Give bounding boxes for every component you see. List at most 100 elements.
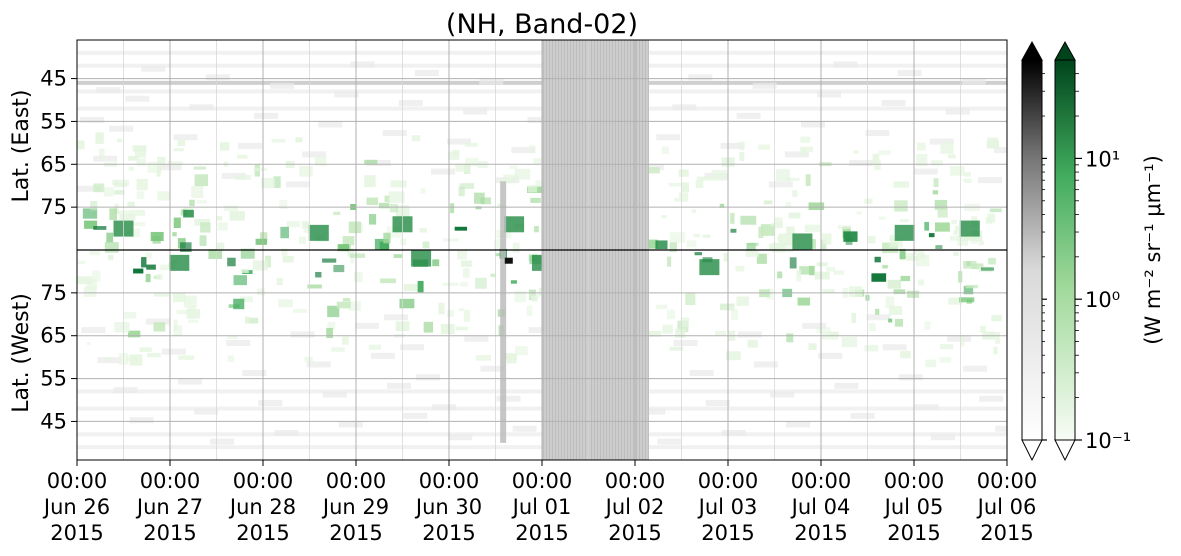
radiance-cell [227, 335, 238, 340]
background-patch [416, 374, 441, 381]
radiance-cell [887, 279, 902, 289]
background-patch [318, 121, 343, 128]
background-patch [93, 155, 118, 162]
background-patch [995, 425, 1007, 432]
radiance-cell [789, 257, 797, 269]
radiance-cell [669, 232, 686, 243]
radiance-cell [693, 233, 701, 238]
radiance-cell [808, 343, 817, 350]
background-patch [382, 130, 407, 136]
radiance-cell [530, 197, 541, 203]
background-patch [387, 382, 412, 389]
radiance-cell [337, 244, 350, 252]
background-patch [177, 378, 202, 385]
radiance-cell [837, 225, 851, 230]
radiance-cell [758, 144, 770, 150]
radiance-cell [307, 284, 322, 289]
radiance-cell [240, 296, 253, 303]
radiance-cell [458, 308, 464, 312]
x-tick-label-time: 00:00 [419, 469, 480, 493]
radiance-cell [777, 236, 783, 241]
radiance-cell [107, 254, 114, 261]
radiance-core [169, 254, 190, 271]
radiance-cell [233, 275, 247, 286]
radiance-cell [864, 345, 879, 352]
background-patch [306, 361, 331, 368]
y-axis-label-west: Lat. (West) [9, 293, 34, 413]
no-data-lobe [99, 4, 143, 40]
radiance-cell [715, 330, 727, 336]
radiance-cell [153, 322, 166, 332]
radiance-cell [987, 213, 996, 223]
radiance-cell [950, 166, 965, 176]
radiance-cell [475, 206, 482, 210]
x-tick-label-date: Jul 04 [790, 495, 851, 519]
radiance-cell [702, 234, 711, 238]
radiance-cell [965, 284, 978, 289]
radiance-cell [503, 353, 517, 360]
radiance-cell [772, 242, 786, 253]
radiance-cell [279, 199, 288, 210]
radiance-cell [273, 176, 281, 188]
radiance-cell [326, 327, 333, 339]
radiance-cell [648, 239, 658, 249]
x-tick-label-time: 00:00 [884, 469, 945, 493]
radiance-cell [937, 207, 948, 218]
radiance-cell [527, 184, 538, 193]
radiance-cell [934, 199, 948, 210]
radiance-cell [172, 232, 177, 237]
background-patch [210, 438, 235, 445]
radiance-cell [342, 298, 351, 302]
radiance-cell [918, 279, 925, 286]
background-patch [221, 172, 246, 179]
y-tick-label: 75 [40, 281, 67, 305]
colorbar-tick-label: 10⁰ [1085, 288, 1120, 312]
chart-title: (NH, Band-02) [446, 9, 638, 40]
radiance-cell [494, 239, 506, 251]
background-patch [963, 365, 988, 372]
radiance-cell [227, 257, 236, 267]
radiance-cell [199, 235, 207, 247]
radiance-cell [780, 242, 794, 253]
radiance-cell [109, 208, 118, 221]
radiance-cell [403, 284, 420, 292]
background-patch [447, 138, 472, 145]
radiance-cell [833, 270, 845, 275]
radiance-cell [900, 275, 911, 282]
background-patch [366, 160, 391, 166]
background-patch [496, 395, 521, 402]
x-tick-label-date: Jul 02 [604, 495, 665, 519]
background-patch [929, 138, 954, 145]
radiance-cell [867, 235, 876, 244]
radiance-cell [217, 222, 228, 231]
background-patch [383, 314, 408, 321]
x-tick-label-time: 00:00 [233, 469, 294, 493]
background-patch [354, 322, 379, 329]
radiance-cell [136, 191, 145, 199]
radiance-cell [348, 301, 361, 311]
x-tick-label-year: 2015 [515, 521, 568, 545]
background-patch [463, 108, 488, 115]
radiance-cell [925, 359, 937, 368]
background-patch [688, 74, 713, 81]
radiance-cell [458, 186, 465, 197]
radiance-cell [778, 233, 795, 246]
background-patch [672, 104, 697, 111]
background-patch [430, 168, 455, 175]
background-patch [657, 438, 682, 445]
radiance-cell [271, 138, 286, 143]
radiance-cell [411, 135, 421, 142]
radiance-cell [720, 303, 735, 311]
x-tick-label-year: 2015 [329, 521, 382, 545]
radiance-cell [244, 316, 250, 324]
radiance-cell [235, 174, 251, 181]
radiance-cell [963, 178, 972, 183]
radiance-cell [77, 260, 86, 265]
radiance-cell [894, 200, 908, 212]
radiance-cell [935, 245, 943, 250]
radiance-cell [940, 344, 954, 350]
radiance-cell [128, 155, 139, 161]
radiance-cell [86, 342, 91, 346]
x-tick-label-date: Jun 26 [42, 495, 110, 519]
no-data-lobe [750, 4, 794, 40]
